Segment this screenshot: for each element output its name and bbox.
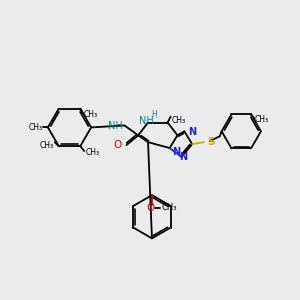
Text: CH₃: CH₃ <box>162 203 177 212</box>
Text: H: H <box>151 110 157 119</box>
Text: CH₃: CH₃ <box>85 148 99 157</box>
Text: NH: NH <box>139 116 153 126</box>
Text: N: N <box>172 147 181 157</box>
Text: O: O <box>113 140 122 150</box>
Text: CH₃: CH₃ <box>29 123 43 132</box>
Text: N: N <box>179 152 188 162</box>
Text: CH₃: CH₃ <box>40 141 54 150</box>
Text: N: N <box>188 128 196 137</box>
Text: CH₃: CH₃ <box>172 116 186 124</box>
Text: O: O <box>147 203 155 213</box>
Text: CH₃: CH₃ <box>83 110 98 119</box>
Text: CH₃: CH₃ <box>255 115 269 124</box>
Text: NH: NH <box>108 121 122 130</box>
Text: S: S <box>207 137 214 147</box>
